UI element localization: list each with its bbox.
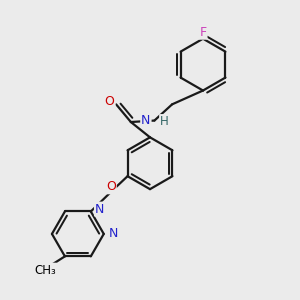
Text: N: N — [95, 202, 104, 216]
Text: F: F — [200, 26, 207, 39]
Text: CH₃: CH₃ — [34, 264, 56, 277]
Text: H: H — [160, 115, 169, 128]
Text: N: N — [109, 227, 119, 240]
Text: O: O — [106, 180, 116, 193]
Text: O: O — [105, 95, 115, 108]
Text: N: N — [141, 114, 151, 127]
